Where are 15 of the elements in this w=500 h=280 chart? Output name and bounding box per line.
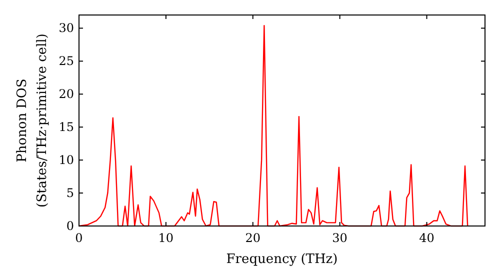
- y-axis-title: Phonon DOS (States/THz·primitive cell): [15, 33, 50, 208]
- y-tick-label: 5: [66, 186, 74, 200]
- y-tick-label: 25: [58, 54, 74, 68]
- x-tick-label: 40: [419, 231, 434, 245]
- x-tick-label: 10: [158, 231, 174, 245]
- y-tick-label: 0: [66, 219, 74, 233]
- y-tick-label: 15: [58, 120, 74, 134]
- x-axis-title: Frequency (THz): [226, 252, 338, 267]
- y-tick-label: 20: [58, 87, 74, 102]
- line-series: [78, 24, 468, 227]
- x-tick-label: 20: [245, 231, 261, 245]
- y-tick-label: 10: [58, 153, 74, 168]
- y-tick-label: 30: [58, 21, 74, 36]
- x-tick-label: 0: [75, 231, 83, 245]
- x-tick-label: 30: [332, 231, 348, 245]
